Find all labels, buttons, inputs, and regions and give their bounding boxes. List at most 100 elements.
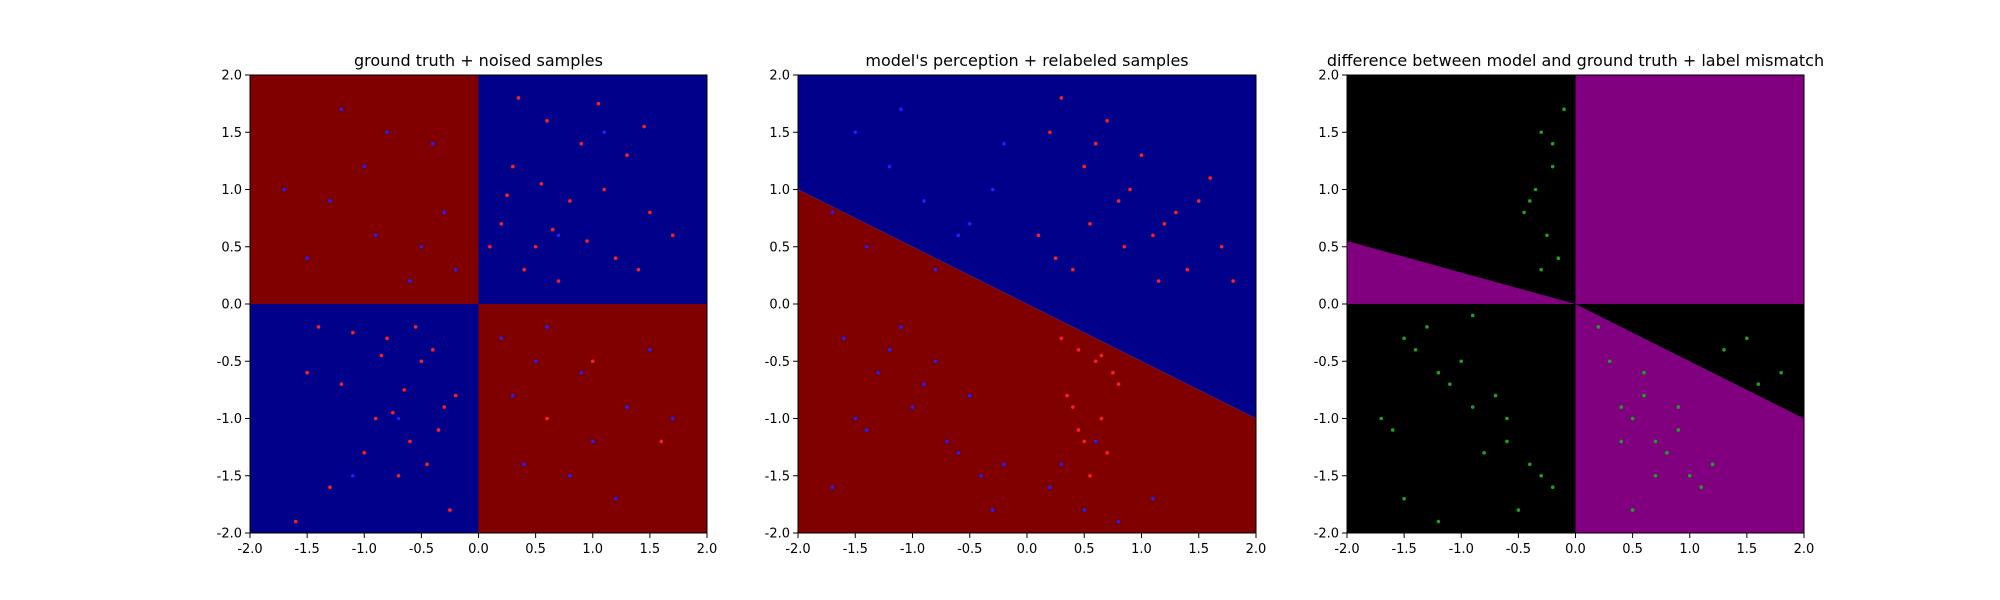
data-point-red: [1116, 382, 1121, 386]
x-tick-label: -2.0: [237, 542, 262, 557]
axes: -2.0 -1.5 -1.0 -0.5 0.0 0.5 1.0 1.5 2.0 -2.0 -1.5 -…: [217, 69, 718, 558]
data-point-red: [1082, 439, 1087, 444]
data-point-green: [1436, 370, 1441, 375]
data-point-red: [545, 416, 549, 421]
data-point-blue: [922, 382, 926, 386]
data-point-red: [1208, 176, 1212, 180]
data-point-red: [648, 210, 652, 215]
data-point-green: [1539, 267, 1544, 272]
data-point-red: [1105, 119, 1109, 123]
data-point-green: [1505, 439, 1509, 444]
background-regions: [1347, 75, 1804, 533]
data-point-red: [362, 451, 367, 455]
x-tick-label: 0.5: [1074, 542, 1095, 557]
data-point-red: [596, 101, 601, 106]
data-point-blue: [1002, 141, 1006, 146]
data-point-blue: [945, 439, 949, 444]
data-point-blue: [899, 107, 903, 112]
y-tick-label: -1.5: [1314, 469, 1339, 484]
y-tick-label: -1.0: [765, 412, 790, 427]
data-point-blue: [648, 348, 652, 352]
data-point-red: [1111, 370, 1115, 375]
data-point-blue: [556, 233, 561, 238]
region-quadrant-bottom-left: [250, 304, 479, 533]
y-tick-label: -2.0: [1314, 527, 1339, 542]
data-point-red: [391, 410, 395, 415]
data-point-blue: [568, 473, 572, 478]
data-point-red: [522, 267, 526, 272]
data-point-red: [305, 370, 309, 375]
data-point-red: [533, 244, 538, 249]
data-point-green: [1470, 313, 1475, 318]
data-point-green: [1665, 451, 1669, 455]
data-point-red: [1128, 187, 1132, 192]
data-point-red: [339, 382, 344, 386]
data-point-red: [425, 462, 429, 467]
data-point-blue: [579, 370, 584, 375]
data-point-blue: [830, 485, 835, 490]
x-tick-label: 0.5: [1622, 542, 1643, 557]
data-point-green: [1630, 508, 1635, 512]
data-point-red: [1059, 336, 1064, 341]
x-tick-label: -1.5: [294, 542, 319, 557]
y-tick-label: -1.0: [1314, 412, 1339, 427]
data-point-blue: [499, 336, 504, 341]
subplot-model-perception: model's perception + relabeled samples -…: [765, 51, 1267, 557]
data-point-red: [585, 239, 589, 243]
x-tick-label: 0.5: [525, 542, 546, 557]
x-tick-label: 0.0: [468, 542, 489, 557]
x-tick-label: 1.5: [1188, 542, 1209, 557]
data-point-red: [293, 519, 298, 524]
x-tick-label: -1.0: [1449, 542, 1474, 557]
data-point-red: [1093, 141, 1098, 146]
x-tick-label: -2.0: [1334, 542, 1359, 557]
data-point-green: [1619, 405, 1623, 409]
data-point-red: [488, 244, 492, 249]
data-point-red: [1162, 222, 1167, 226]
data-point-blue: [933, 267, 938, 272]
data-point-red: [379, 353, 384, 358]
data-point-red: [1116, 199, 1121, 203]
axes: -2.0 -1.5 -1.0 -0.5 0.0 0.5 1.0 1.5 2.0 -2.0 -1.5 -…: [765, 69, 1267, 558]
data-point-red: [448, 508, 452, 512]
data-point-green: [1550, 164, 1555, 169]
data-point-blue: [339, 107, 344, 112]
y-tick-label: 1.0: [221, 183, 242, 198]
data-point-green: [1379, 416, 1384, 421]
y-tick-label: -0.5: [217, 355, 242, 370]
data-point-blue: [967, 393, 972, 398]
data-point-blue: [922, 199, 926, 203]
x-tick-label: 1.0: [582, 542, 603, 557]
data-point-green: [1550, 485, 1555, 490]
data-point-blue: [899, 325, 903, 329]
y-tick-label: -0.5: [765, 355, 790, 370]
y-tick-label: -2.0: [765, 527, 790, 542]
x-tick-label: -0.5: [409, 542, 434, 557]
x-tick-label: 1.0: [1131, 542, 1152, 557]
plot-area: [250, 75, 707, 533]
data-point-red: [316, 325, 321, 329]
data-point-blue: [670, 416, 675, 421]
data-point-green: [1710, 462, 1715, 467]
data-point-red: [556, 279, 561, 283]
data-point-green: [1402, 496, 1406, 501]
data-point-blue: [967, 222, 972, 226]
y-tick-label: 1.5: [1318, 126, 1339, 141]
data-point-red: [642, 124, 646, 129]
data-point-blue: [853, 130, 858, 135]
data-point-red: [1122, 244, 1127, 249]
x-tick-label: -1.0: [900, 542, 925, 557]
x-tick-label: 2.0: [697, 542, 718, 557]
data-point-red: [590, 359, 595, 364]
x-tick-label: -0.5: [1506, 542, 1531, 557]
data-point-green: [1425, 325, 1429, 329]
data-point-red: [602, 187, 606, 192]
y-tick-label: -1.5: [217, 469, 242, 484]
data-point-blue: [396, 416, 401, 421]
data-point-blue: [933, 359, 938, 364]
data-point-red: [1088, 473, 1092, 478]
subplot-title: model's perception + relabeled samples: [865, 51, 1188, 70]
data-point-red: [1088, 222, 1092, 226]
x-tick-label: -1.5: [1391, 542, 1416, 557]
data-point-red: [1082, 164, 1087, 169]
